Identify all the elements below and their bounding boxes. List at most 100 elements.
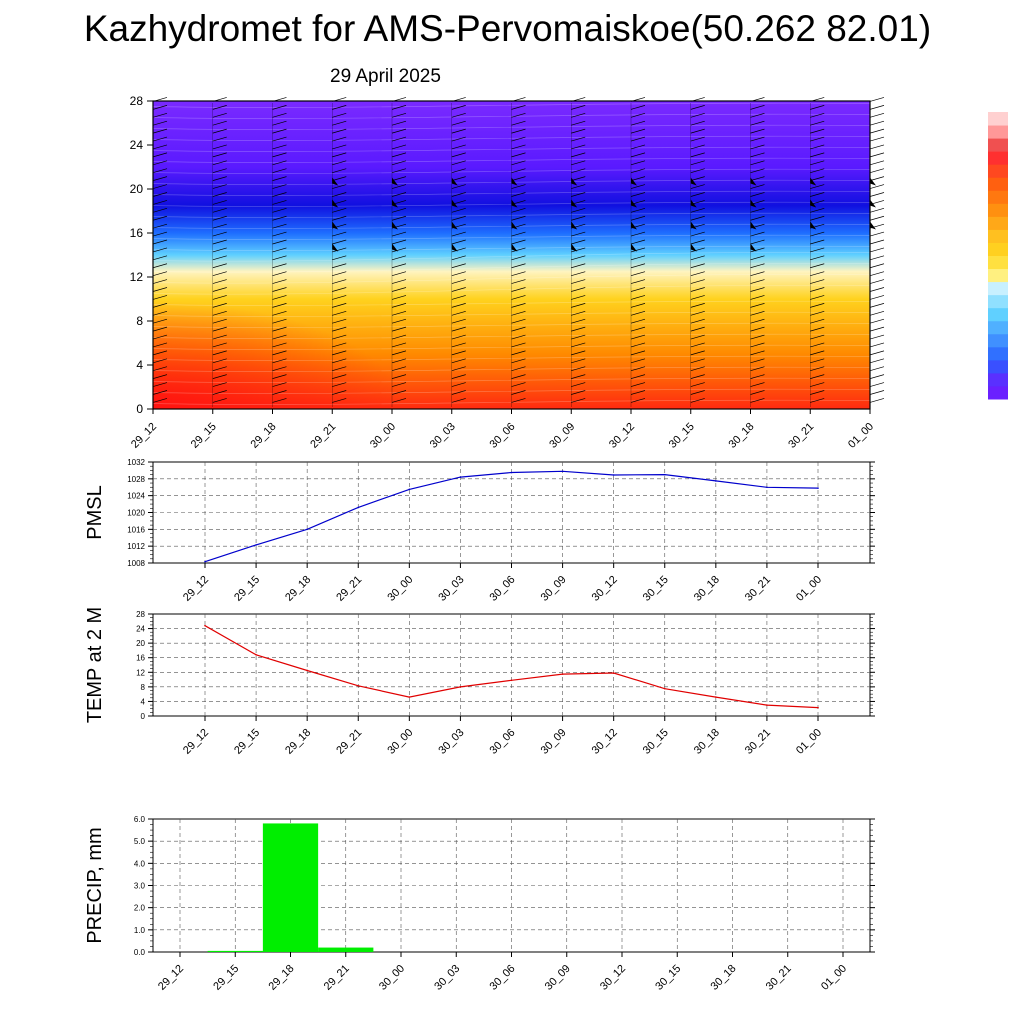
wind-barb (451, 263, 466, 269)
wind-barb (272, 310, 287, 316)
wind-barb (272, 200, 287, 205)
wind-barb (571, 350, 586, 356)
colorbar-segment (988, 385, 1008, 400)
wind-pennant (631, 199, 637, 208)
wind-barb (332, 255, 347, 261)
colorbar-segment (988, 164, 1008, 178)
wind-pennant (690, 243, 697, 252)
wind-barb (332, 120, 347, 126)
wind-barb (272, 160, 287, 166)
colorbar-segment (988, 359, 1008, 374)
wind-barb (391, 247, 407, 253)
wind-pennant (750, 177, 757, 186)
wind-barb (690, 120, 705, 126)
wind-barb (332, 271, 347, 277)
wind-barb (332, 207, 347, 213)
wind-barb (212, 200, 227, 205)
wind-pennant (750, 221, 757, 230)
wind-barb (810, 184, 825, 189)
wind-barb (750, 105, 765, 110)
wind-barb (332, 358, 347, 364)
wind-barb (451, 382, 466, 387)
wind-barb (451, 160, 466, 166)
wind-barb (750, 374, 765, 379)
wind-barb (332, 318, 347, 324)
wind-barb (332, 231, 347, 237)
wind-barb (869, 255, 885, 261)
wind-barb (391, 239, 407, 245)
wind-barb (869, 287, 885, 292)
wind-barb (152, 295, 168, 300)
precip-axis-title: PRECIP, mm (84, 827, 106, 943)
wind-barb (630, 184, 646, 189)
wind-barb (690, 358, 705, 364)
data-point (408, 696, 411, 698)
x-tick-label: 30_03 (428, 421, 458, 451)
wind-barb (451, 207, 466, 213)
x-tick-label: 29_12 (181, 574, 211, 604)
wind-barb (272, 105, 287, 110)
wind-barb (690, 350, 705, 356)
wind-barb (212, 207, 227, 213)
wind-barb (332, 168, 347, 174)
wind-barb (391, 310, 407, 316)
wind-barb (869, 168, 885, 174)
data-point (715, 480, 717, 482)
wind-barb (511, 287, 526, 292)
x-tick-label: 30_09 (543, 963, 573, 993)
wind-barb (869, 334, 885, 340)
wind-barb (690, 144, 705, 150)
wind-barb (630, 215, 646, 221)
wind-barb (750, 295, 765, 300)
wind-barb (332, 247, 347, 253)
x-tick-label: 30_15 (667, 421, 697, 451)
wind-barb (391, 398, 407, 403)
wind-barb (810, 192, 825, 197)
y-tick-label: 1032 (127, 458, 145, 467)
wind-barb (272, 112, 287, 118)
contour-line (152, 333, 871, 339)
wind-barb (391, 152, 407, 158)
wind-barb (451, 168, 466, 174)
wind-barb (451, 120, 466, 126)
wind-pennant (870, 177, 876, 186)
colorbar-segment (988, 268, 1008, 283)
wind-barb (332, 334, 347, 340)
wind-barb (272, 358, 287, 364)
wind-barb (810, 271, 825, 277)
wind-barb (869, 176, 885, 181)
x-tick-label: 30_03 (436, 574, 466, 604)
wind-barb (750, 152, 765, 158)
y-tick-label: 1020 (127, 509, 145, 518)
wind-barb (869, 105, 885, 110)
wind-barb (690, 374, 705, 379)
wind-barb (750, 231, 765, 237)
contour-line (152, 124, 871, 130)
wind-barb (212, 144, 227, 150)
data-point (766, 704, 768, 706)
wind-barb (630, 120, 646, 126)
wind-barb (272, 176, 287, 181)
wind-barb (869, 382, 885, 387)
wind-barb (451, 342, 466, 348)
wind-barb (750, 184, 765, 189)
contour-line (152, 223, 871, 229)
chart-title: Kazhydromet for AMS-Pervomaiskoe(50.262 … (83, 8, 932, 49)
wind-barb (152, 279, 168, 284)
wind-barb (332, 184, 347, 189)
x-tick-label: 30_21 (743, 727, 773, 757)
wind-barb (571, 390, 586, 395)
contour-line (152, 157, 871, 163)
contour-line (152, 399, 871, 405)
wind-pennant (571, 221, 578, 230)
wind-barb (391, 326, 407, 332)
data-point (561, 673, 564, 675)
wind-pennant (332, 177, 339, 186)
wind-barb (391, 287, 407, 292)
data-point (715, 696, 717, 698)
wind-barb (451, 279, 466, 284)
wind-barb (630, 303, 646, 308)
wind-barb (869, 152, 885, 158)
wind-barb (391, 184, 407, 189)
wind-pennant (392, 243, 398, 252)
